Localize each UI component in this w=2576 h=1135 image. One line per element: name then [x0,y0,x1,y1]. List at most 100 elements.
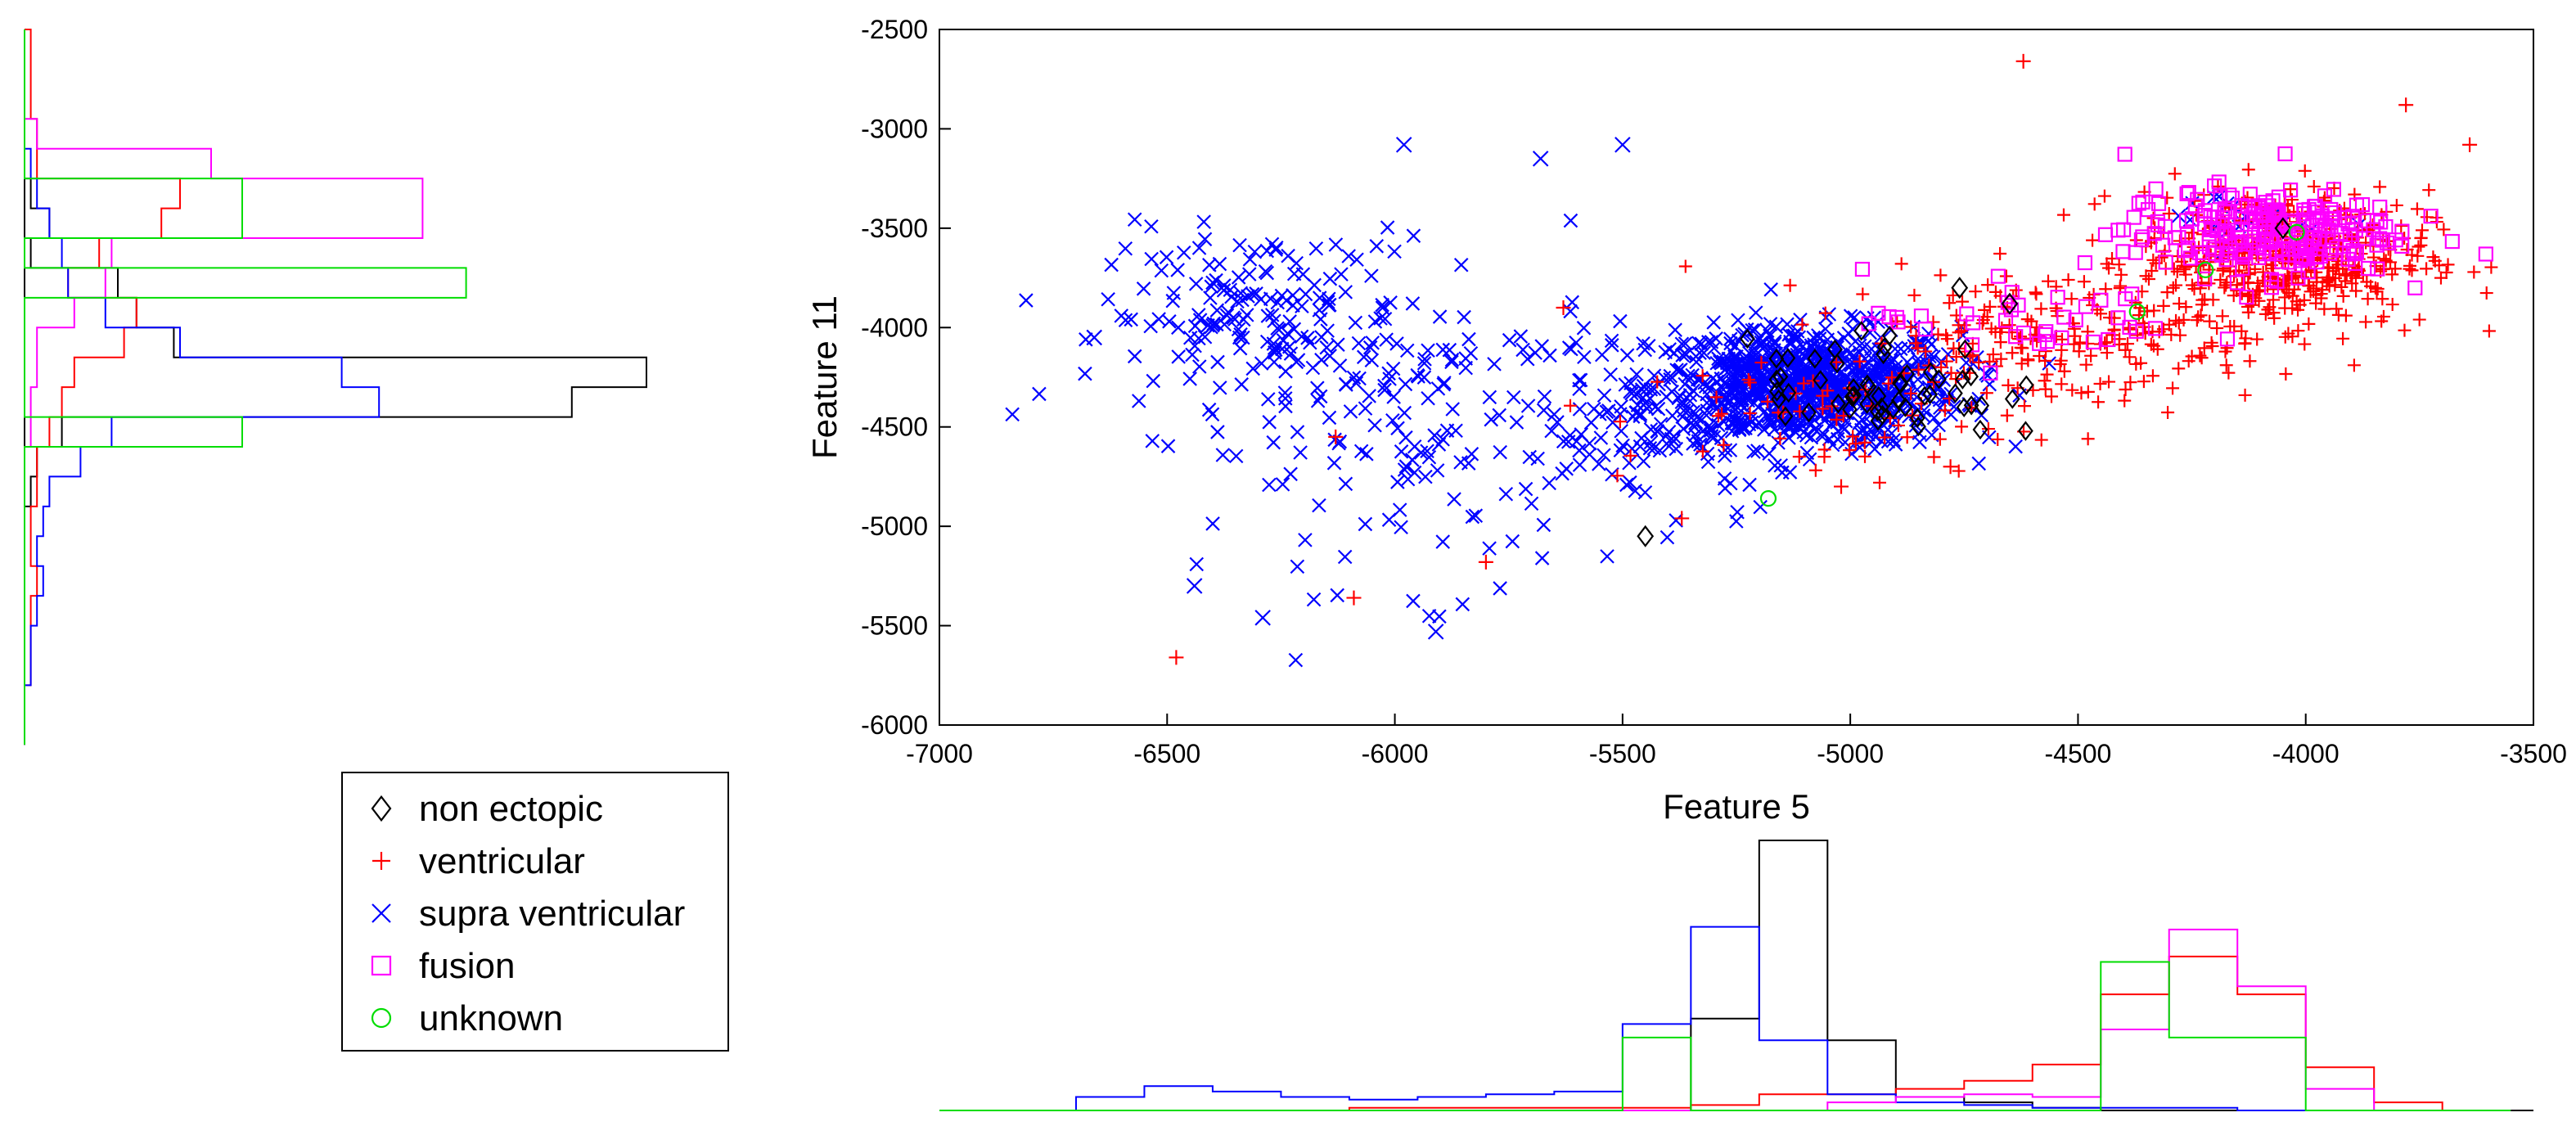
point-ventricular [2190,208,2204,222]
point-ventricular [2168,167,2182,181]
point-ventricular [2038,374,2051,388]
point-ventricular [2195,298,2209,312]
point-non-ectopic [1955,369,1970,390]
point-supra-ventricular [1306,592,1322,607]
point-fusion [2308,250,2324,265]
point-fusion [2219,225,2235,241]
point-supra-ventricular [1750,444,1765,458]
point-supra-ventricular [1582,447,1597,462]
point-supra-ventricular [1300,331,1315,345]
point-supra-ventricular [1209,303,1225,318]
point-non-ectopic [1853,321,1870,341]
point-supra-ventricular [1706,315,1721,330]
point-supra-ventricular [1518,481,1533,497]
point-supra-ventricular [1974,408,1989,423]
point-supra-ventricular [1160,439,1176,453]
point-supra-ventricular [1277,385,1293,400]
point-supra-ventricular [1432,309,1448,324]
point-fusion [2038,324,2054,340]
point-supra-ventricular [1365,336,1380,350]
point-fusion [2290,231,2305,246]
point-ventricular [2322,270,2335,284]
point-supra-ventricular [1188,277,1204,291]
point-supra-ventricular [1530,451,1545,466]
point-fusion [2360,260,2376,277]
point-supra-ventricular [1709,331,1723,346]
point-fusion [2150,214,2166,229]
point-ventricular [2034,302,2048,316]
point-ventricular [2034,433,2048,447]
point-supra-ventricular [1760,355,1776,370]
point-supra-ventricular [1445,402,1460,417]
point-fusion [1881,309,1897,325]
point-ventricular [2061,272,2075,286]
point-non-ectopic [1739,328,1755,349]
point-supra-ventricular [1763,282,1778,297]
point-supra-ventricular [1341,249,1356,263]
point-ventricular [2376,309,2390,323]
point-non-ectopic [1957,339,1973,360]
point-ventricular [1931,327,1945,341]
point-fusion [2478,246,2493,262]
point-supra-ventricular [1863,434,1879,449]
point-supra-ventricular [1750,418,1764,433]
point-fusion [2039,334,2055,349]
point-supra-ventricular [1577,349,1592,365]
legend-marker-unknown [371,1007,392,1029]
point-supra-ventricular [1841,327,1857,341]
point-supra-ventricular [1457,309,1471,325]
point-unknown [2288,223,2305,241]
point-supra-ventricular [1748,305,1763,320]
point-ventricular [1943,296,1957,310]
point-ventricular [1934,360,1948,374]
point-supra-ventricular [1254,610,1271,626]
point-supra-ventricular [1270,321,1285,336]
point-ventricular [1904,386,1918,400]
point-supra-ventricular [1534,551,1550,565]
point-supra-ventricular [1636,336,1651,351]
point-supra-ventricular [1731,313,1745,328]
point-ventricular [2336,331,2350,345]
point-supra-ventricular [1628,386,1644,402]
point-supra-ventricular [1725,358,1741,373]
point-supra-ventricular [1242,252,1258,267]
point-supra-ventricular [1383,295,1398,310]
point-fusion [2178,213,2195,228]
point-supra-ventricular [1377,382,1392,398]
point-ventricular [2065,292,2078,306]
point-supra-ventricular [1731,374,1746,390]
point-fusion [2135,194,2150,209]
point-fusion [2243,209,2259,226]
point-supra-ventricular [1697,376,1712,390]
point-fusion [2101,331,2116,348]
point-supra-ventricular [1646,368,1662,383]
point-non-ectopic [1897,397,1913,417]
point-fusion [2191,245,2208,260]
point-supra-ventricular [1387,244,1402,259]
point-supra-ventricular [1604,333,1619,349]
point-ventricular [1711,409,1725,423]
point-fusion [2158,254,2173,270]
point-supra-ventricular [1660,529,1675,545]
point-ventricular [2081,385,2095,399]
point-fusion [2203,222,2219,237]
point-supra-ventricular [1706,395,1721,411]
point-non-ectopic [1768,349,1785,369]
point-ventricular [1610,469,1624,483]
point-supra-ventricular [1439,423,1455,438]
point-supra-ventricular [1182,372,1197,386]
point-ventricular [2420,262,2434,276]
x-tick-label: -6000 [1362,739,1429,768]
point-supra-ventricular [2008,439,2023,454]
point-supra-ventricular [1275,477,1290,492]
point-ventricular [1674,511,1690,526]
point-ventricular [2161,406,2175,420]
point-fusion [2337,209,2353,226]
point-supra-ventricular [1669,513,1683,528]
point-supra-ventricular [1605,338,1619,353]
point-ventricular [2185,349,2199,363]
legend-label: ventricular [419,841,585,881]
point-ventricular [2235,324,2249,338]
point-supra-ventricular [1619,348,1635,363]
legend-item: supra ventricular [372,894,685,934]
